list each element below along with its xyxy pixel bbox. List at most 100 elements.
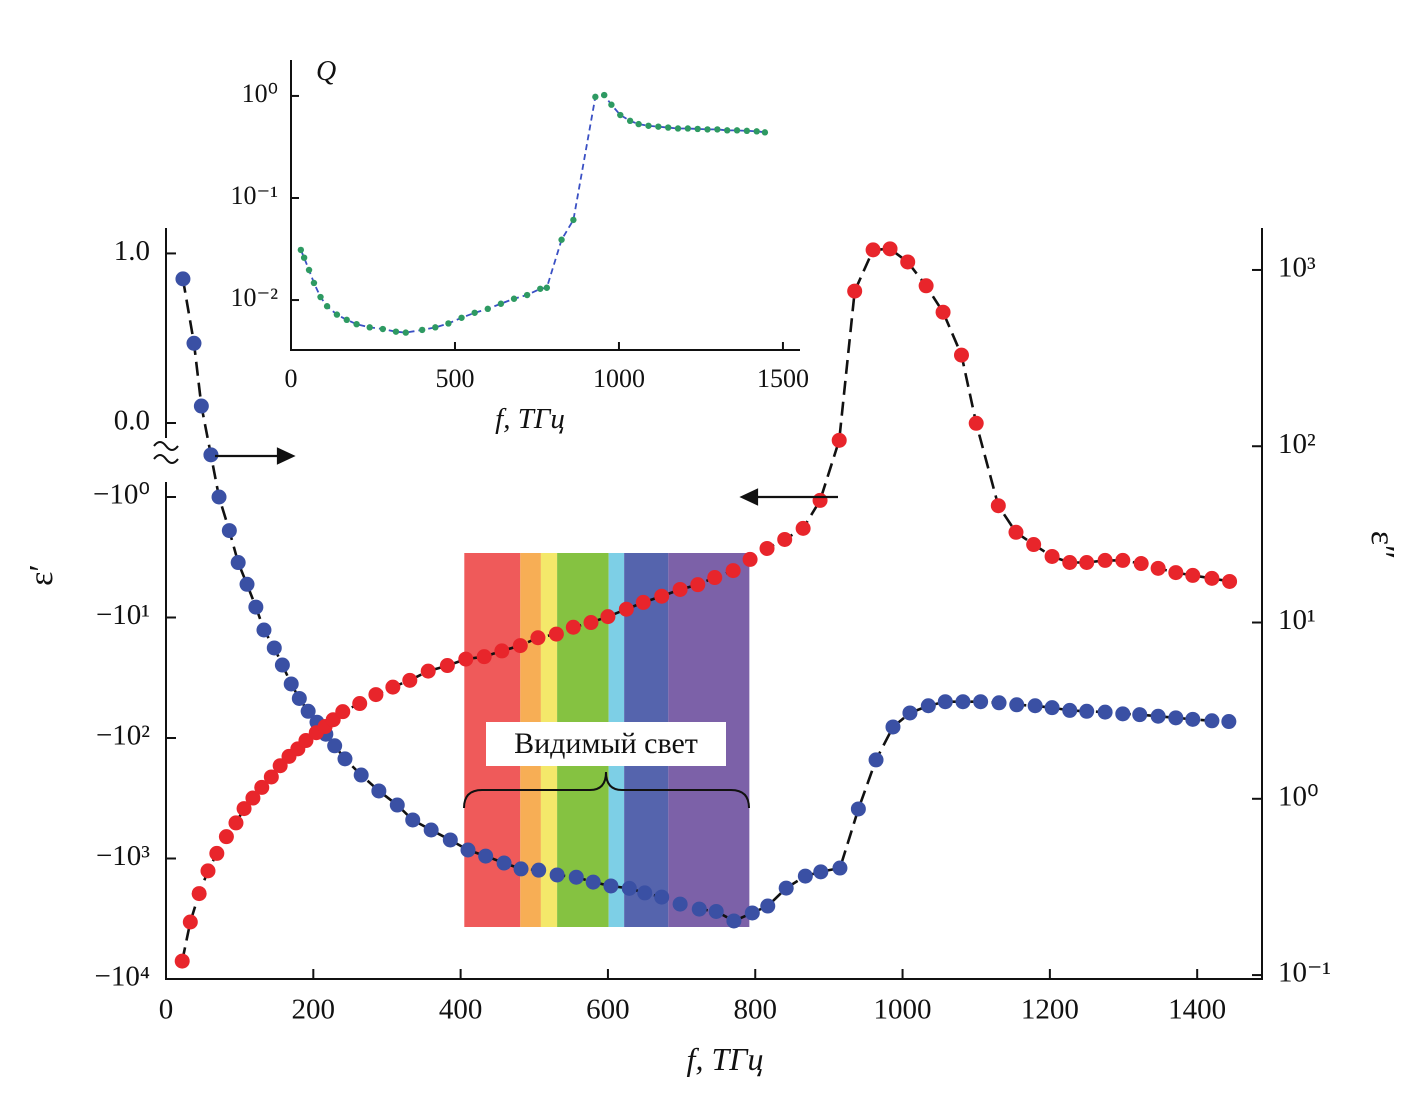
data-point [389, 797, 405, 813]
data-point [333, 311, 341, 318]
data-point [608, 101, 615, 108]
data-point [759, 540, 775, 556]
data-point [1097, 704, 1113, 720]
y-axis-label: ε′ [23, 564, 60, 586]
data-point [1027, 698, 1043, 714]
arrowhead [739, 488, 759, 506]
data-point [248, 599, 264, 615]
data-point [568, 869, 584, 885]
data-point [458, 314, 465, 321]
data-point [847, 283, 863, 299]
data-point [1026, 537, 1042, 553]
data-point [654, 588, 670, 604]
data-point [510, 295, 518, 302]
data-point [753, 128, 760, 135]
axes [153, 228, 1263, 980]
data-point [283, 676, 299, 692]
data-point [371, 783, 387, 799]
x-tick-label: 200 [292, 994, 336, 1026]
data-point [335, 704, 351, 720]
data-point [850, 801, 866, 817]
arrows [215, 447, 838, 506]
data-point [368, 687, 384, 703]
x-tick-label: 1400 [1168, 994, 1226, 1026]
data-point [1044, 700, 1060, 716]
y2-tick-label: 10³ [1278, 252, 1316, 284]
data-point [512, 638, 528, 654]
data-point [379, 325, 387, 333]
data-point [991, 695, 1007, 711]
brace [463, 771, 750, 809]
data-point [494, 643, 510, 659]
data-point [592, 93, 599, 101]
data-point [174, 953, 190, 969]
data-point [1009, 697, 1025, 713]
data-point [1222, 573, 1238, 589]
data-point [432, 324, 439, 331]
data-point [352, 696, 368, 712]
data-point [565, 619, 581, 635]
data-point [935, 304, 951, 320]
data-point [621, 880, 637, 896]
data-point [707, 570, 723, 586]
data-point [902, 705, 918, 721]
data-point [310, 279, 318, 287]
data-point [402, 672, 418, 688]
annotation: Видимый свет [514, 727, 698, 760]
data-point [230, 555, 246, 571]
data-point [672, 896, 688, 912]
data-point [654, 889, 670, 905]
y-tick-label: 1.0 [114, 235, 150, 267]
data-point [323, 303, 331, 310]
label-box [486, 722, 726, 766]
data-point [297, 246, 305, 254]
data-point [618, 601, 634, 617]
data-point [1097, 552, 1113, 568]
data-point [245, 790, 261, 806]
data-point [530, 630, 546, 646]
series-line [299, 94, 766, 334]
data-point [353, 320, 360, 328]
data-point [900, 254, 916, 270]
data-point [585, 874, 601, 890]
data-point [733, 127, 741, 134]
data-point [1044, 548, 1060, 564]
data-point [420, 663, 436, 679]
data-point [617, 111, 624, 119]
data-point [458, 651, 474, 667]
arrowhead [276, 447, 296, 465]
data-point [442, 832, 458, 848]
data-point [317, 293, 324, 301]
inset-x-tick-label: 0 [285, 364, 298, 393]
data-point [723, 127, 731, 134]
data-point [777, 531, 793, 547]
data-point [955, 694, 971, 710]
data-point [684, 125, 692, 132]
data-point [583, 615, 599, 631]
data-point [186, 335, 202, 351]
data-point [291, 690, 307, 706]
data-point [300, 703, 316, 719]
inset-y-tick-label: 10⁻² [230, 283, 278, 312]
data-point [973, 694, 989, 710]
data-point [209, 845, 225, 861]
data-point [239, 576, 255, 592]
y-tick-label: −10¹ [96, 599, 150, 631]
inset-axis-line [290, 60, 800, 351]
data-point [353, 767, 369, 783]
data-point [812, 492, 828, 508]
data-point [228, 815, 244, 831]
data-point [691, 901, 707, 917]
data-point [742, 551, 758, 567]
y2-tick-label: 10¹ [1278, 604, 1316, 636]
data-point [1221, 714, 1237, 730]
y-tick-label: −10⁰ [93, 479, 150, 511]
axis-line [165, 228, 1263, 980]
data-point [182, 914, 198, 930]
inset-y-label: Q [316, 56, 336, 87]
data-point [725, 563, 741, 579]
data-point [445, 320, 452, 327]
data-point [708, 903, 724, 919]
data-point [694, 125, 701, 133]
data-point [937, 694, 953, 710]
